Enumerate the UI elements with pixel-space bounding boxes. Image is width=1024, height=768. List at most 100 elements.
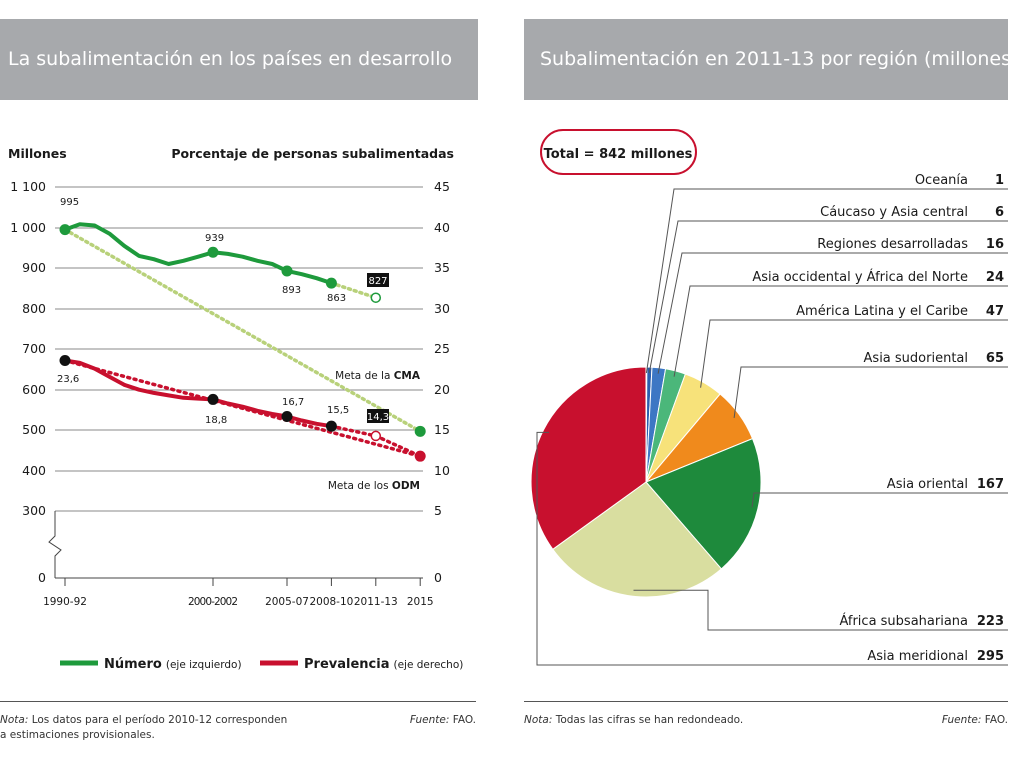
odm-annotation: Meta de los ODM xyxy=(328,480,420,492)
left-tick-label: 1 100 xyxy=(10,179,46,194)
legend-prevalence: Prevalencia (eje derecho) xyxy=(304,657,463,672)
odm-annotation-bold: ODM xyxy=(392,480,420,492)
left-note-label: Nota: xyxy=(0,714,29,726)
cma-annotation-prefix: Meta de la xyxy=(335,370,394,382)
prevalence-data-label: 16,7 xyxy=(282,397,304,408)
left-tick-label: 700 xyxy=(22,341,46,356)
leader-line xyxy=(648,220,1008,374)
left-tick-label: 900 xyxy=(22,260,46,275)
left-tick-label: 0 xyxy=(38,570,46,585)
right-tick-label: 35 xyxy=(434,260,450,275)
prevalence-data-label: 23,6 xyxy=(57,374,79,385)
left-tick-label: 800 xyxy=(22,301,46,316)
legend-prevalence-suffix: (eje derecho) xyxy=(393,659,463,671)
prevalence-data-label: 15,5 xyxy=(327,405,349,416)
x-tick-label: 2008-10 xyxy=(309,596,353,608)
right-axis-title: Porcentaje de personas subalimentadas xyxy=(171,146,454,161)
x-tick-label: 1990-92 xyxy=(43,596,87,608)
total-badge xyxy=(540,129,697,175)
slice-value: 65 xyxy=(986,351,1004,366)
slice-label: América Latina y el Caribe xyxy=(796,304,968,319)
slice-label: Asia oriental xyxy=(887,477,968,492)
x-tick-label: 2015 xyxy=(407,596,434,608)
right-source-value: FAO. xyxy=(981,714,1008,726)
odm-end-marker xyxy=(414,450,426,462)
legend-number-suffix: (eje izquierdo) xyxy=(166,659,242,671)
pie-slice xyxy=(645,437,762,570)
slice-label: Asia meridional xyxy=(867,649,968,664)
right-tick-label: 0 xyxy=(434,570,442,585)
right-tick-label: 5 xyxy=(434,503,442,518)
number-projection-line xyxy=(329,281,378,300)
x-tick-label: 2011-13 xyxy=(354,596,398,608)
right-source-label: Fuente: xyxy=(941,714,982,726)
left-footer-rule xyxy=(0,701,476,702)
number-data-label: 863 xyxy=(327,293,346,304)
left-axis-line xyxy=(48,511,62,578)
left-tick-label: 1 000 xyxy=(10,220,46,235)
left-axis-title: Millones xyxy=(8,146,67,161)
pie-slice xyxy=(552,481,723,598)
prevalence-marker xyxy=(59,355,71,367)
right-note-label: Nota: xyxy=(524,714,553,726)
prevalence-data-label: 14,3 xyxy=(367,412,389,423)
right-note: Nota: Todas las cifras se han redondeado… xyxy=(524,713,824,728)
leader-line xyxy=(633,589,1008,631)
slice-value: 24 xyxy=(986,270,1004,285)
right-tick-label: 40 xyxy=(434,220,450,235)
number-data-label: 827 xyxy=(368,276,387,287)
pie-slice xyxy=(530,366,647,550)
left-note-line2: a estimaciones provisionales. xyxy=(0,729,155,741)
slice-value: 47 xyxy=(986,304,1004,319)
left-tick-label: 400 xyxy=(22,463,46,478)
number-data-label: 995 xyxy=(60,197,79,208)
right-source: Fuente: FAO. xyxy=(900,713,1008,728)
slice-value: 167 xyxy=(977,477,1004,492)
left-source-value: FAO. xyxy=(449,714,476,726)
slice-value: 295 xyxy=(977,649,1004,664)
number-marker xyxy=(325,277,337,289)
slice-label: África subsahariana xyxy=(839,613,968,629)
slice-label: Cáucaso y Asia central xyxy=(820,205,968,220)
prevalence-open-marker xyxy=(370,430,382,442)
number-label-box xyxy=(367,273,389,287)
leader-line xyxy=(657,252,1008,374)
slice-value: 223 xyxy=(977,614,1004,629)
right-note-text: Todas las cifras se han redondeado. xyxy=(552,714,744,726)
right-tick-label: 10 xyxy=(434,463,450,478)
odm-annotation-prefix: Meta de los xyxy=(328,480,392,492)
slice-value: 6 xyxy=(995,205,1004,220)
number-marker xyxy=(281,265,293,277)
cma-annotation-bold: CMA xyxy=(394,370,421,382)
leader-line xyxy=(536,431,1008,666)
left-tick-label: 600 xyxy=(22,382,46,397)
prevalence-marker xyxy=(325,420,337,432)
cma-target-line xyxy=(63,227,422,434)
left-tick-label: 300 xyxy=(22,503,46,518)
right-tick-label: 30 xyxy=(434,301,450,316)
leader-line xyxy=(733,366,1008,418)
prevalence-data-label: 18,8 xyxy=(205,415,227,426)
number-marker xyxy=(59,224,71,236)
right-tick-label: 25 xyxy=(434,341,450,356)
legend-number-name: Número xyxy=(104,657,162,672)
prevalence-marker xyxy=(207,393,219,405)
leader-line xyxy=(700,319,1008,388)
legend-prevalence-name: Prevalencia xyxy=(304,657,389,672)
slice-value: 1 xyxy=(995,173,1004,188)
slice-label: Oceanía xyxy=(915,173,968,188)
leader-line xyxy=(673,285,1008,377)
cma-annotation: Meta de la CMA xyxy=(335,370,421,382)
left-panel-header: La subalimentación en los países en desa… xyxy=(0,19,478,100)
x-tick-label: 2000-2002 xyxy=(188,596,238,608)
cma-end-marker xyxy=(414,425,426,437)
slice-label: Asia occidental y África del Norte xyxy=(752,269,968,285)
number-data-label: 893 xyxy=(282,285,301,296)
left-source-label: Fuente: xyxy=(409,714,450,726)
slice-label: Regiones desarrolladas xyxy=(817,237,968,252)
prevalence-label-box xyxy=(367,409,389,423)
slice-label: Asia sudoriental xyxy=(864,351,968,366)
left-source: Fuente: FAO. xyxy=(380,713,476,728)
slice-value: 16 xyxy=(986,237,1004,252)
